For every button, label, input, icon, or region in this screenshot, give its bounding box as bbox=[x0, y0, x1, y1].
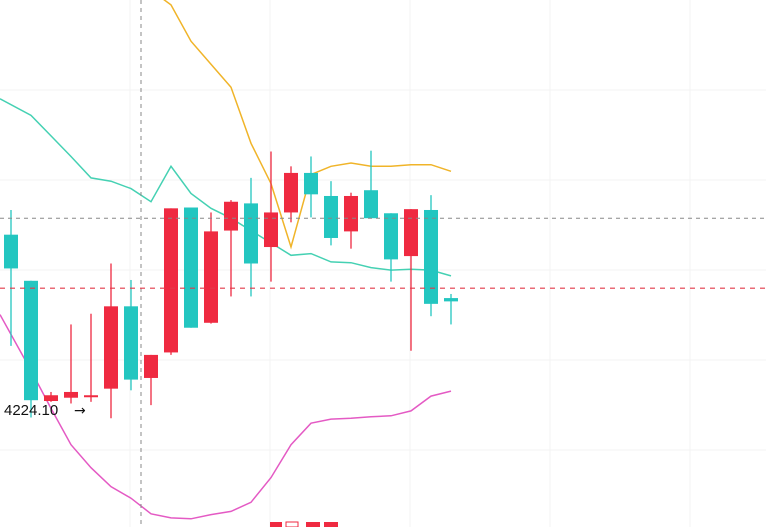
candle-body bbox=[64, 391, 78, 398]
candle[interactable] bbox=[444, 293, 458, 325]
candle[interactable] bbox=[104, 263, 118, 419]
arrow-right-icon: → bbox=[74, 403, 86, 419]
candle-body bbox=[404, 209, 418, 257]
candle-body bbox=[324, 195, 338, 238]
candle[interactable] bbox=[24, 280, 38, 418]
candle[interactable] bbox=[364, 150, 378, 219]
candle[interactable] bbox=[204, 212, 218, 324]
candle[interactable] bbox=[244, 177, 258, 297]
candle-body bbox=[344, 195, 358, 232]
candle[interactable] bbox=[344, 192, 358, 249]
low-price-label: 4224.10 bbox=[4, 402, 58, 419]
middle-band-line bbox=[0, 98, 452, 277]
candle[interactable] bbox=[324, 181, 338, 246]
candle-body bbox=[244, 203, 258, 264]
candle-body bbox=[184, 207, 198, 328]
candle-body bbox=[44, 395, 58, 402]
candle-body bbox=[224, 201, 238, 231]
candle[interactable] bbox=[224, 200, 238, 297]
candle[interactable] bbox=[84, 313, 98, 402]
candle-body bbox=[304, 172, 318, 195]
upper-band-line bbox=[163, 0, 452, 250]
candle-body bbox=[144, 354, 158, 378]
candle[interactable] bbox=[264, 151, 278, 282]
candle[interactable] bbox=[4, 209, 18, 346]
bollinger-bands bbox=[0, 0, 452, 520]
candle[interactable] bbox=[284, 166, 298, 223]
candle[interactable] bbox=[44, 391, 58, 402]
candle[interactable] bbox=[304, 156, 318, 218]
volume-bar-1 bbox=[285, 521, 299, 527]
candle[interactable] bbox=[424, 195, 438, 317]
labels: 4224.10 → bbox=[4, 402, 86, 419]
candle-body bbox=[444, 298, 458, 302]
candle[interactable] bbox=[164, 208, 178, 355]
candle[interactable] bbox=[64, 324, 78, 404]
candle-body bbox=[284, 172, 298, 213]
volume-bar-3 bbox=[324, 522, 338, 527]
candle-body bbox=[364, 190, 378, 219]
lower-band-line bbox=[0, 314, 452, 520]
candle-body bbox=[384, 213, 398, 260]
volume-bar-0 bbox=[270, 522, 282, 527]
candle-body bbox=[164, 208, 178, 353]
candle[interactable] bbox=[184, 207, 198, 328]
candle[interactable] bbox=[384, 213, 398, 282]
candle-body bbox=[24, 280, 38, 401]
candle-body bbox=[264, 212, 278, 248]
candle-body bbox=[124, 306, 138, 380]
candle-body bbox=[204, 231, 218, 323]
candle[interactable] bbox=[404, 209, 418, 351]
candle-body bbox=[84, 395, 98, 398]
volume-bar-2 bbox=[306, 522, 320, 527]
candle[interactable] bbox=[124, 279, 138, 391]
candle-body bbox=[104, 306, 118, 389]
candles[interactable] bbox=[4, 150, 458, 419]
candle-body bbox=[424, 209, 438, 304]
candle-body bbox=[4, 234, 18, 269]
candle[interactable] bbox=[144, 354, 158, 406]
